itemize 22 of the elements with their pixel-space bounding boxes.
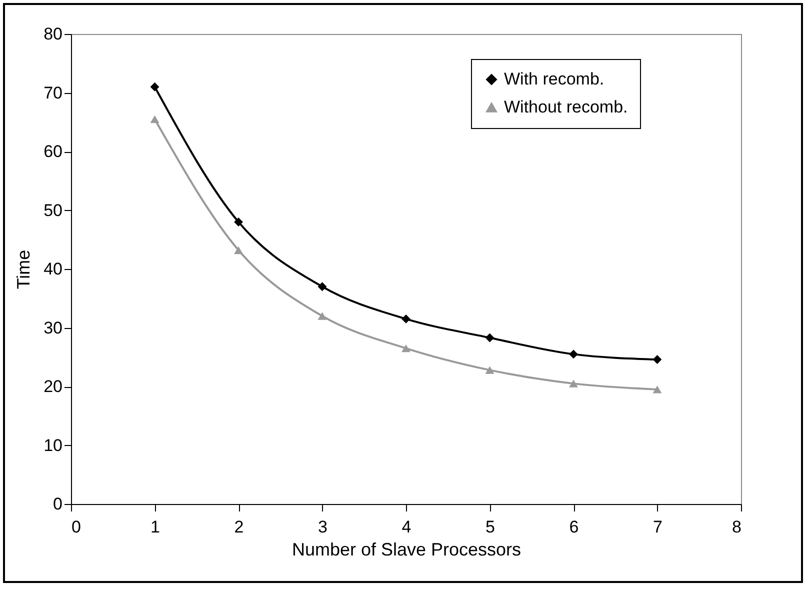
y-tick-label: 30	[44, 318, 62, 338]
y-axis-title: Time	[14, 250, 34, 290]
legend-label: Without recomb.	[504, 98, 628, 116]
y-tick-label: 0	[53, 494, 62, 514]
x-tick-label: 4	[402, 518, 412, 536]
y-tick-label: 50	[44, 200, 62, 220]
x-axis-title: Number of Slave Processors	[292, 540, 522, 560]
y-tick-label: 20	[44, 377, 62, 396]
y-tick-label: 10	[44, 436, 62, 455]
x-tick-label: 1	[150, 518, 160, 536]
x-tick-label: 3	[318, 518, 328, 536]
y-tick-label: 60	[44, 142, 62, 161]
y-tick-label: 40	[44, 260, 62, 278]
x-tick-label: 6	[569, 518, 579, 536]
y-tick-label: 80	[44, 24, 62, 44]
x-tick-label: 7	[653, 518, 662, 536]
x-tick-label: 2	[234, 518, 244, 536]
legend-label: With recomb.	[504, 70, 604, 88]
x-tick-label: 5	[486, 518, 495, 536]
y-tick-label: 70	[44, 83, 62, 102]
x-tick-label: 0	[72, 518, 81, 536]
x-tick-label: 8	[732, 518, 742, 536]
